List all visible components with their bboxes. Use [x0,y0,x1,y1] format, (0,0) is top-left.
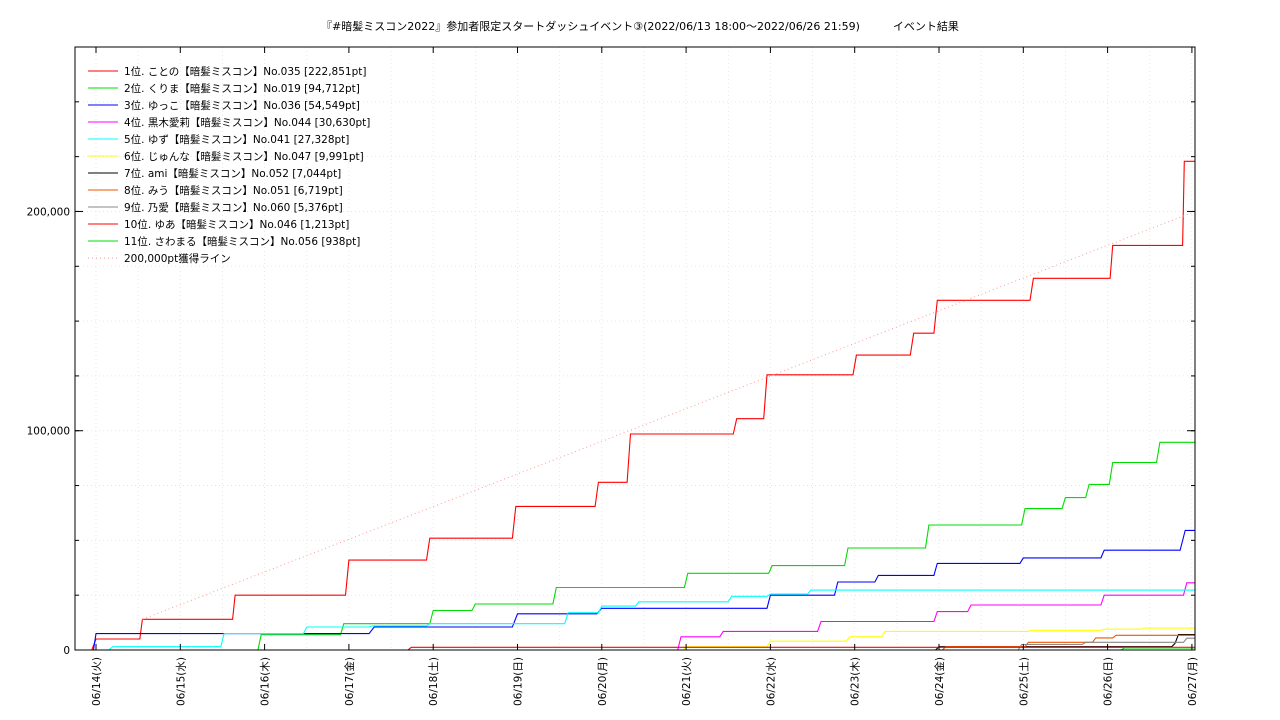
legend-label: 6位. じゅんな【暗髪ミスコン】No.047 [9,991pt] [124,150,364,163]
x-tick-label: 06/23(木) [850,657,862,706]
x-tick-label: 06/19(日) [513,657,525,706]
series-lines [76,160,1196,651]
x-tick-label: 06/27(月) [1187,657,1199,706]
plot-frame [74,46,1196,651]
series-line-8 [76,634,1195,651]
chart-title: 『#暗髪ミスコン2022』参加者限定スタートダッシュイベント③(2022/06/… [321,20,959,33]
series-line-2 [76,441,1195,651]
series-line-12 [142,211,1196,620]
x-tick-label: 06/21(火) [681,657,693,706]
legend-label: 9位. 乃愛【暗髪ミスコン】No.060 [5,376pt] [124,201,343,214]
x-tick-label: 06/16(木) [260,657,272,706]
series-line-9 [76,637,1195,651]
y-axis: 0 100,000 200,000 [27,206,1195,657]
legend-label: 11位. さわまる【暗髪ミスコン】No.056 [938pt] [124,235,360,248]
legend-label: 200,000pt獲得ライン [124,252,231,265]
x-tick-label: 06/24(金) [933,657,946,706]
y-tick-label: 100,000 [27,426,70,438]
series-line-3 [76,529,1195,651]
x-tick-label: 06/26(日) [1103,657,1115,706]
x-tick-label: 06/20(月) [597,657,609,706]
x-tick-label: 06/18(土) [427,657,440,706]
y-tick-label: 200,000 [27,206,70,218]
legend-label: 7位. ami【暗髪ミスコン】No.052 [7,044pt] [124,167,341,180]
legend-label: 1位. ことの【暗髪ミスコン】No.035 [222,851pt] [124,65,366,78]
x-tick-label: 06/14(火) [91,657,103,706]
legend-label: 10位. ゆあ【暗髪ミスコン】No.046 [1,213pt] [124,218,349,231]
legend: 1位. ことの【暗髪ミスコン】No.035 [222,851pt] 2位. くりま… [88,65,370,265]
x-axis: 06/14(火) 06/15(水) 06/16(木) 06/17(金) 06/18(土)… [91,47,1199,706]
legend-label: 8位. みう【暗髪ミスコン】No.051 [6,719pt] [124,184,343,197]
x-tick-label: 06/25(土) [1017,657,1030,706]
grid [75,46,1195,651]
x-tick-label: 06/22(水) [765,657,777,706]
legend-label: 3位. ゆっこ【暗髪ミスコン】No.036 [54,549pt] [124,99,360,112]
legend-label: 5位. ゆず【暗髪ミスコン】No.041 [27,328pt] [124,133,349,146]
series-line-1 [76,160,1195,651]
x-tick-label: 06/15(水) [175,657,187,706]
series-line-4 [76,582,1195,651]
legend-label: 2位. くりま【暗髪ミスコン】No.019 [94,712pt] [124,82,360,95]
y-tick-label: 0 [63,645,70,657]
x-tick-label: 06/17(金) [343,657,356,706]
legend-label: 4位. 黒木愛莉【暗髪ミスコン】No.044 [30,630pt] [124,116,370,129]
series-line-5 [76,589,1195,651]
series-line-6 [76,627,1195,651]
